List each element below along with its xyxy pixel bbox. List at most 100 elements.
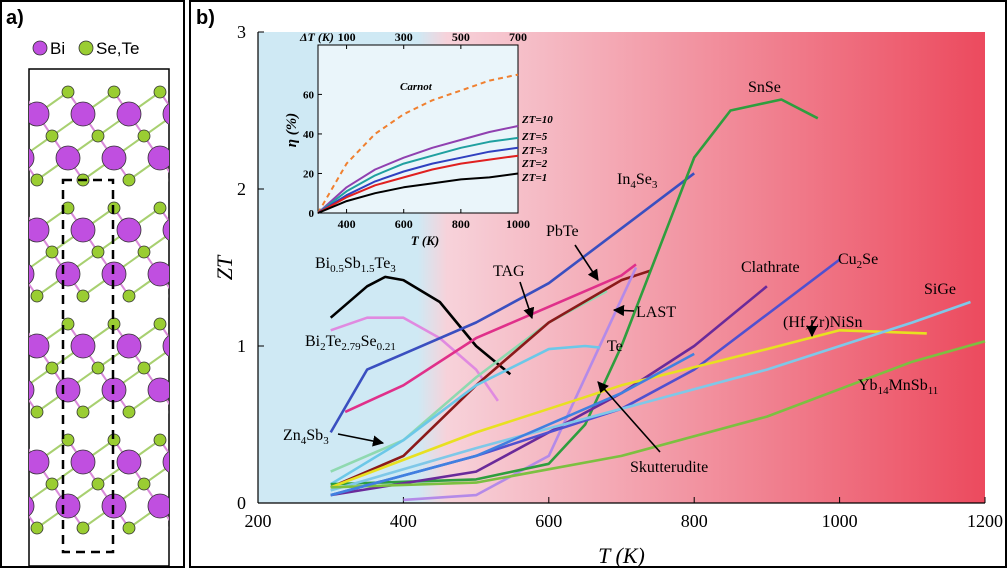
series-line xyxy=(344,263,637,414)
y-tick-label: 0 xyxy=(237,493,246,513)
bi-atom xyxy=(55,377,81,403)
se-atom xyxy=(61,317,75,331)
x-axis-title: T (K) xyxy=(598,543,645,568)
bi-atom xyxy=(162,451,169,473)
series-line xyxy=(330,269,652,489)
se-atom xyxy=(91,129,105,143)
inset: 400 600 800 1000 100 300 500 700 0 20 40 60 T (K) ΔT … xyxy=(284,30,553,248)
bi-atom xyxy=(162,219,169,241)
series-label: Bi0.5Sb1.5Te3 xyxy=(315,255,396,275)
x2-tick-label: 500 xyxy=(452,30,470,44)
se-atom xyxy=(91,361,105,375)
bi-atom xyxy=(29,449,50,475)
series-line xyxy=(330,329,927,489)
panel-border xyxy=(0,0,185,568)
series-label: ZT=3 xyxy=(521,145,548,157)
series-line xyxy=(330,98,819,486)
series-line xyxy=(317,154,519,214)
se-atom xyxy=(153,433,167,447)
bond xyxy=(0,92,22,114)
series-line xyxy=(317,172,519,214)
bi-atom xyxy=(29,147,35,169)
bi-atom xyxy=(70,333,96,359)
y-tick-label: 20 xyxy=(303,168,315,180)
bi-atom xyxy=(55,493,81,519)
se-atom xyxy=(16,434,28,446)
series-label: Zn4Sb3 xyxy=(283,427,329,447)
bi-atom xyxy=(147,377,169,403)
series-label: (Hf,Zr)NiSn xyxy=(783,314,863,331)
se-atom xyxy=(122,405,136,419)
series-line xyxy=(329,172,695,434)
y-tick-label: 0 xyxy=(309,208,315,220)
annotation-arrow xyxy=(519,281,535,320)
series-label: In4Se3 xyxy=(617,171,658,191)
y-tick-label: 1 xyxy=(237,336,246,356)
bond xyxy=(175,114,190,136)
x2-tick-label: 700 xyxy=(509,30,527,44)
bi-atom xyxy=(29,263,35,285)
series-line xyxy=(330,344,600,486)
se-atom xyxy=(168,293,169,299)
se-atom xyxy=(168,525,169,531)
se-atom xyxy=(30,173,44,187)
bi-atom xyxy=(55,261,81,287)
series-label: Yb14MnSb11 xyxy=(858,377,938,397)
series-label: ZT=10 xyxy=(521,114,553,126)
x-tick-label: 600 xyxy=(395,217,413,231)
series-label: Cu2Se xyxy=(838,251,878,271)
se-atom xyxy=(16,86,28,98)
x-tick-label: 800 xyxy=(452,217,470,231)
x2-tick-label: 100 xyxy=(338,30,356,44)
se-atom xyxy=(137,245,151,259)
se-atom xyxy=(30,521,44,535)
x-tick-label: 1000 xyxy=(506,217,530,231)
series-label: ZT=5 xyxy=(521,131,548,143)
series-line xyxy=(329,275,512,376)
se-atom xyxy=(168,409,169,415)
bi-atom xyxy=(29,495,35,517)
bond xyxy=(0,506,22,528)
series-label: Clathrate xyxy=(741,259,800,276)
bi-atom xyxy=(162,335,169,357)
se-atom xyxy=(107,85,121,99)
se-atom xyxy=(45,477,59,491)
se-atom xyxy=(61,433,75,447)
annotation-arrow xyxy=(612,304,635,317)
se-atom xyxy=(122,521,136,535)
se-atom xyxy=(91,477,105,491)
legend-swatch xyxy=(32,40,48,56)
x-tick-label: 1000 xyxy=(822,511,858,531)
x-tick-label: 600 xyxy=(535,511,562,531)
se-atom xyxy=(91,245,105,259)
bi-atom xyxy=(116,217,142,243)
y-axis-title: ZT xyxy=(212,254,237,280)
series-label: TAG xyxy=(493,263,525,280)
series-label: SnSe xyxy=(748,79,781,96)
series-label: ZT=2 xyxy=(521,158,548,170)
se-atom xyxy=(61,85,75,99)
inset-background xyxy=(317,44,519,214)
bi-atom xyxy=(70,101,96,127)
x-tick-label: 200 xyxy=(245,511,272,531)
se-atom xyxy=(16,318,28,330)
bi-atom xyxy=(29,217,50,243)
bi-atom xyxy=(55,145,81,171)
series-label: Skutterudite xyxy=(630,459,708,476)
se-atom xyxy=(45,361,59,375)
series-line xyxy=(330,340,986,489)
series-label: Bi2Te2.79Se0.21 xyxy=(305,333,396,353)
bond xyxy=(175,230,190,252)
series-line xyxy=(330,352,695,497)
se-atom xyxy=(30,405,44,419)
x2-axis-title: ΔT (K) xyxy=(299,30,334,44)
se-atom xyxy=(153,317,167,331)
se-atom xyxy=(137,129,151,143)
se-atom xyxy=(153,201,167,215)
series-line xyxy=(330,300,971,492)
bond xyxy=(0,274,22,296)
bi-atom xyxy=(29,379,35,401)
x-tick-label: 800 xyxy=(681,511,708,531)
series-line xyxy=(317,125,519,214)
